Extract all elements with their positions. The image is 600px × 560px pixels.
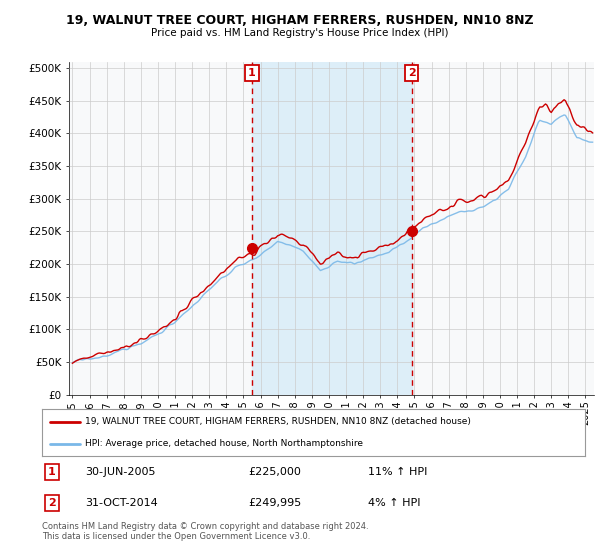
- Bar: [252, 62, 412, 395]
- Text: 30-JUN-2005: 30-JUN-2005: [85, 467, 156, 477]
- Text: 2: 2: [408, 68, 415, 78]
- Text: 19, WALNUT TREE COURT, HIGHAM FERRERS, RUSHDEN, NN10 8NZ (detached house): 19, WALNUT TREE COURT, HIGHAM FERRERS, R…: [85, 417, 472, 426]
- Text: 11% ↑ HPI: 11% ↑ HPI: [368, 467, 427, 477]
- Text: HPI: Average price, detached house, North Northamptonshire: HPI: Average price, detached house, Nort…: [85, 439, 364, 448]
- Text: 19, WALNUT TREE COURT, HIGHAM FERRERS, RUSHDEN, NN10 8NZ: 19, WALNUT TREE COURT, HIGHAM FERRERS, R…: [66, 14, 534, 27]
- Text: 1: 1: [48, 467, 56, 477]
- Text: £225,000: £225,000: [248, 467, 301, 477]
- Text: £249,995: £249,995: [248, 498, 302, 508]
- Text: 1: 1: [248, 68, 256, 78]
- Text: 31-OCT-2014: 31-OCT-2014: [85, 498, 158, 508]
- Text: 4% ↑ HPI: 4% ↑ HPI: [368, 498, 420, 508]
- Text: 2: 2: [48, 498, 56, 508]
- Text: Price paid vs. HM Land Registry's House Price Index (HPI): Price paid vs. HM Land Registry's House …: [151, 28, 449, 38]
- Text: Contains HM Land Registry data © Crown copyright and database right 2024.
This d: Contains HM Land Registry data © Crown c…: [42, 522, 368, 542]
